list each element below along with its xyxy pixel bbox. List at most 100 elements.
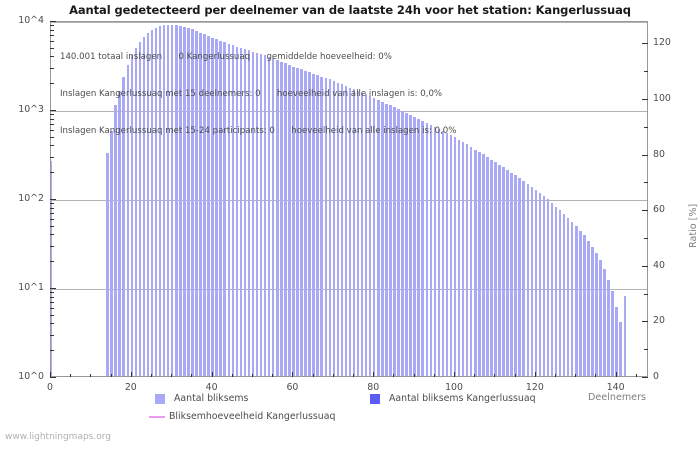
- bar: [469, 146, 473, 376]
- legend-item[interactable]: Bliksemhoeveelheid Kangerlussuaq: [149, 411, 335, 422]
- bar: [542, 196, 546, 376]
- bar: [518, 178, 521, 376]
- bar: [482, 154, 485, 376]
- bar: [546, 199, 550, 376]
- bar: [207, 36, 210, 376]
- y2-tick-major: [642, 321, 648, 322]
- y-tick-minor: [50, 335, 54, 336]
- bar: [550, 202, 554, 376]
- x-tick-label: 0: [47, 382, 53, 393]
- bar: [457, 139, 461, 376]
- x-tick-label: 60: [286, 382, 299, 393]
- legend-line-marker: [149, 415, 165, 418]
- bar: [203, 34, 206, 376]
- y2-tick-label: 40: [653, 259, 665, 271]
- bar: [344, 85, 348, 376]
- x-tick-minor: [111, 374, 112, 377]
- bar: [478, 151, 481, 376]
- bar: [170, 24, 174, 376]
- x-tick-label: 140: [606, 382, 625, 393]
- legend-label: Aantal bliksems Kangerlussuaq: [389, 393, 536, 404]
- y2-tick-minor: [644, 238, 648, 239]
- x-tick-major: [212, 372, 213, 377]
- bar: [619, 322, 622, 376]
- y2-axis-title: Ratio [%]: [688, 203, 699, 248]
- bar: [486, 156, 489, 376]
- y-tick-minor: [50, 145, 54, 146]
- x-tick-label: 80: [367, 382, 380, 393]
- y-tick-minor: [50, 323, 54, 324]
- bar: [429, 124, 433, 376]
- y2-tick-label: 120: [653, 37, 671, 49]
- y2-tick-label: 80: [653, 148, 665, 160]
- bar: [603, 268, 606, 376]
- x-tick-major: [50, 372, 51, 377]
- bar: [534, 190, 538, 376]
- watermark: www.lightningmaps.org: [5, 432, 111, 442]
- gridline: [51, 22, 647, 23]
- x-tick-minor: [393, 374, 394, 377]
- y2-tick-label: 100: [653, 92, 671, 104]
- y-tick-minor: [50, 226, 54, 227]
- bar: [393, 107, 396, 376]
- legend-color-swatch: [155, 393, 165, 404]
- y2-tick-major: [642, 99, 648, 100]
- x-tick-minor: [90, 374, 91, 377]
- bar: [413, 116, 416, 376]
- bar: [316, 75, 319, 376]
- y2-tick-major: [642, 155, 648, 156]
- bar: [142, 36, 146, 376]
- bar: [498, 164, 501, 376]
- bar: [530, 186, 534, 376]
- bar: [433, 126, 437, 376]
- bar: [284, 63, 287, 376]
- bar: [146, 32, 150, 376]
- bar: [490, 159, 493, 376]
- bar: [215, 39, 218, 376]
- bar: [51, 161, 53, 376]
- y-tick-minor: [50, 119, 54, 120]
- bar: [158, 26, 162, 376]
- y-tick-minor: [50, 124, 54, 125]
- y-tick-major: [50, 110, 56, 111]
- bar: [514, 175, 517, 376]
- bar: [607, 279, 610, 376]
- bar: [255, 53, 259, 376]
- x-tick-label: 120: [525, 382, 544, 393]
- bar: [166, 24, 170, 376]
- legend-item[interactable]: Aantal bliksems Kangerlussuaq: [370, 393, 536, 404]
- bar: [280, 61, 283, 376]
- bar: [150, 29, 154, 376]
- legend-item[interactable]: Aantal bliksems: [155, 393, 248, 404]
- bar: [566, 217, 570, 376]
- x-tick-label: 100: [445, 382, 463, 393]
- bar: [259, 54, 263, 376]
- x-tick-label: 20: [124, 382, 137, 393]
- bar: [247, 50, 251, 376]
- legend-label: Aantal bliksems: [174, 393, 249, 404]
- legend-color-swatch: [370, 393, 380, 404]
- y2-tick-minor: [644, 127, 648, 128]
- bar: [336, 82, 340, 376]
- y-tick-minor: [50, 213, 54, 214]
- y-tick-minor: [50, 315, 54, 316]
- y2-tick-minor: [644, 294, 648, 295]
- bar: [271, 58, 275, 376]
- bar: [106, 153, 109, 376]
- bar: [154, 27, 158, 376]
- bar: [494, 161, 497, 376]
- y-tick-minor: [50, 30, 54, 31]
- bar: [554, 206, 558, 376]
- y-tick-major: [50, 199, 56, 200]
- bar: [118, 90, 121, 376]
- bar: [526, 183, 530, 376]
- y-tick-minor: [50, 68, 54, 69]
- bar: [296, 67, 299, 376]
- y2-tick-major: [642, 210, 648, 211]
- y-tick-label: 10^4: [18, 15, 44, 26]
- bar: [183, 26, 186, 376]
- bar: [562, 214, 566, 376]
- bar: [522, 181, 525, 376]
- y-tick-minor: [50, 234, 54, 235]
- bar: [465, 144, 469, 376]
